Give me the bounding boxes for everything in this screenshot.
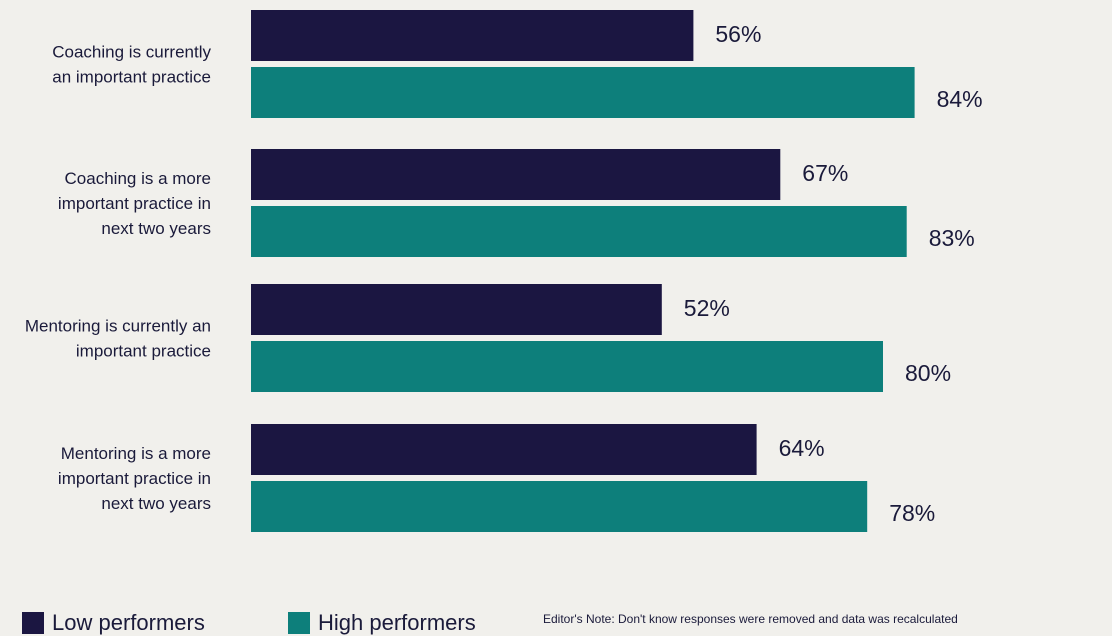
bar-value-label: 67%	[802, 160, 848, 186]
category-label: Coaching is currently	[52, 43, 211, 62]
legend-label-high: High performers	[318, 610, 476, 635]
bar-high-performers	[251, 206, 907, 257]
bar-value-label: 64%	[779, 435, 825, 461]
editors-note: Editor's Note: Don't know responses were…	[543, 612, 958, 626]
bar-value-label: 56%	[715, 21, 761, 47]
legend-label-low: Low performers	[52, 610, 205, 635]
bar-high-performers	[251, 67, 915, 118]
category-label: important practice in	[58, 194, 211, 213]
category-label: an important practice	[52, 68, 211, 87]
bar-value-label: 83%	[929, 225, 975, 251]
legend-swatch-low	[22, 612, 44, 634]
bar-value-label: 80%	[905, 360, 951, 386]
legend-high-performers: High performers	[288, 610, 476, 636]
bar-value-label: 52%	[684, 295, 730, 321]
category-label: important practice	[76, 342, 211, 361]
category-label: Mentoring is currently an	[25, 317, 211, 336]
bar-low-performers	[251, 424, 757, 475]
category-label: Coaching is a more	[65, 169, 211, 188]
category-label: important practice in	[58, 469, 211, 488]
bar-high-performers	[251, 341, 883, 392]
legend-swatch-high	[288, 612, 310, 634]
bar-low-performers	[251, 149, 781, 200]
bar-value-label: 78%	[889, 500, 935, 526]
bar-value-label: 84%	[937, 86, 983, 112]
bar-high-performers	[251, 481, 868, 532]
category-label: next two years	[101, 219, 211, 238]
category-label: next two years	[101, 494, 211, 513]
legend-low-performers: Low performers	[22, 610, 205, 636]
category-label: Mentoring is a more	[61, 444, 211, 463]
bar-low-performers	[251, 10, 694, 61]
bar-low-performers	[251, 284, 662, 335]
